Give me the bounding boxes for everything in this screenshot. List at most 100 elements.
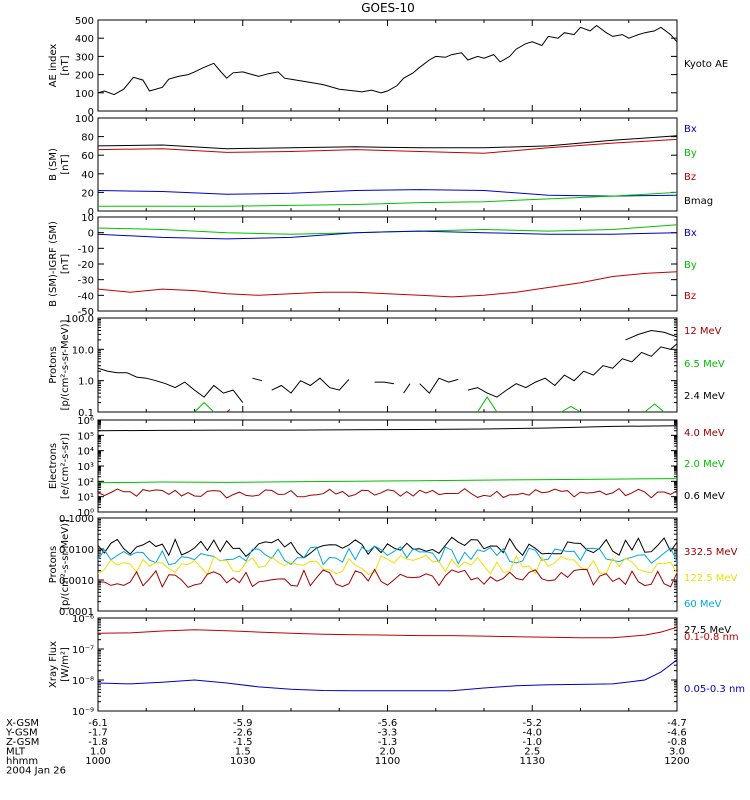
y-axis-label: Electrons: [48, 443, 59, 489]
panel-frame: [97, 317, 678, 413]
y-axis-unit: [W/m²]: [60, 647, 71, 682]
series-2-4-mev: [419, 377, 459, 394]
x-row-value: -5.2: [522, 718, 542, 729]
legend-entry: Bz: [684, 172, 696, 183]
y-tick-label: -10: [78, 244, 94, 255]
y-axis-unit: [nT]: [60, 55, 71, 75]
series-12-mev: [226, 409, 231, 413]
y-axis-label: Protons: [48, 546, 59, 583]
x-row-value: -5.6: [378, 718, 398, 729]
y-tick-label: 20: [81, 188, 94, 199]
series-60-mev: [97, 545, 678, 566]
series-2-4-mev: [467, 343, 678, 398]
y-tick-label: 200: [75, 71, 94, 82]
legend-entry: 122.5 MeV: [684, 573, 738, 584]
y-tick-label: 100: [75, 89, 94, 100]
y-tick-label: 100.0: [65, 314, 94, 325]
y-tick-label: 0: [88, 107, 94, 118]
legend-entry: 12 MeV: [684, 326, 722, 337]
series-6-5-mev: [644, 403, 665, 413]
x-row-value: 3.0: [669, 747, 685, 758]
y-tick-label: 60: [81, 151, 94, 162]
x-row-value: -1.8: [88, 737, 108, 748]
panel-protons_hi_e: 0.0001 0.0010 0.0100 0.1000 Protons [p/(cm²-s…: [48, 514, 738, 636]
y-tick-label: 300: [75, 52, 94, 63]
panel-xray: 10⁻⁹ 10⁻⁸ 10⁻⁷ 10⁻⁶ Xray Flux [W/m²] 0.1-0.8 n…: [48, 614, 745, 718]
x-row-value: 1.0: [90, 747, 106, 758]
x-axis-date: 2004 Jan 26: [6, 766, 66, 777]
y-tick-label: -50: [78, 307, 94, 318]
y-tick-label: 10²: [77, 477, 94, 488]
x-row-value: 1200: [664, 756, 689, 767]
series-0-6-mev: [97, 425, 678, 432]
x-row-label: hhmm: [6, 756, 38, 767]
y-tick-label: 500: [75, 16, 94, 27]
panel-protons_hi: 0.1 1.0 10.0 100.0 Protons [p/(cm²-s-sr-MeV)]…: [48, 314, 725, 419]
y-axis-label: B (SM)-IGRF (SM): [48, 221, 59, 307]
y-tick-label: 0.0100: [59, 545, 94, 556]
x-row-value: -1.7: [88, 728, 108, 739]
panel-frame: [97, 19, 678, 112]
x-row-value: -2.6: [233, 728, 253, 739]
series-2-4-mev: [403, 383, 411, 394]
legend-entry: 2.4 MeV: [684, 391, 725, 402]
x-row-value: -1.5: [233, 737, 253, 748]
series-27-5-mev: [97, 536, 678, 559]
y-tick-label: 10⁻⁸: [72, 676, 94, 687]
y-tick-label: 0.1000: [59, 514, 94, 525]
panel-electrons: 10⁰ 10¹ 10² 10³ 10⁴ 10⁵ 10⁶ Electrons [e/(cm²-s-…: [48, 416, 725, 519]
legend-entry: 332.5 MeV: [684, 547, 738, 558]
legend-entry: 60 MeV: [684, 599, 722, 610]
legend-entry: Bz: [684, 291, 696, 302]
x-row-value: -6.1: [88, 718, 108, 729]
x-row-value: 2.0: [380, 747, 396, 758]
series-bz: [97, 138, 678, 154]
x-row-value: -4.6: [667, 728, 687, 739]
panel-ae: 0 100 200 300 400 500 AE index [nT] Kyoto AE: [48, 16, 728, 118]
panel-frame: [97, 617, 678, 712]
y-tick-label: -40: [78, 291, 94, 302]
y-tick-label: 10⁶: [77, 416, 94, 427]
y-tick-label: 10¹: [77, 493, 94, 504]
y-tick-label: 10⁵: [77, 431, 94, 442]
y-axis-unit: [e/(cm²-s-sr)]: [60, 433, 71, 499]
y-axis-unit: [nT]: [60, 254, 71, 274]
panel-frame: [97, 419, 678, 513]
series-2-4-mev: [252, 377, 263, 382]
y-tick-label: 10⁻⁷: [72, 645, 94, 656]
series-0-1-0-8-nm: [97, 626, 678, 639]
y-tick-label: 80: [81, 133, 94, 144]
series-2-0-mev: [97, 478, 678, 484]
series-bmag: [97, 135, 678, 150]
legend-entry: Kyoto AE: [684, 59, 728, 70]
y-tick-label: -20: [78, 260, 94, 271]
x-row-label: Z-GSM: [6, 737, 39, 748]
series-bx: [97, 189, 678, 197]
y-tick-label: 10⁻⁹: [72, 707, 94, 718]
series-4-0-mev: [97, 487, 678, 499]
y-axis-unit: [p/(cm²-s-sr-MeV)]: [60, 519, 71, 610]
x-row-label: Y-GSM: [5, 728, 38, 739]
x-row-value: -3.3: [378, 728, 398, 739]
series-6-5-mev: [194, 401, 215, 413]
series-2-4-mev: [97, 367, 244, 403]
x-row-value: 1000: [85, 756, 110, 767]
y-tick-label: 10⁴: [77, 447, 94, 458]
figure-title: GOES-10: [361, 1, 415, 15]
series-6-5-mev: [560, 405, 581, 413]
series-332-5-mev: [97, 568, 678, 589]
y-axis-unit: [p/(cm²-s-sr-MeV)]: [60, 319, 71, 410]
y-tick-label: 10⁰: [77, 508, 94, 519]
series-2-4-mev: [374, 381, 394, 385]
x-row-value: -1.0: [522, 737, 542, 748]
series-by: [98, 191, 678, 207]
legend-entry: By: [684, 260, 697, 271]
x-row-label: MLT: [6, 747, 26, 758]
x-row-value: 1130: [520, 756, 545, 767]
panel-dbp: -50 -40 -30 -20 -10 0 10 B (SM)-IGRF (SM) [nT] Bx…: [48, 213, 697, 318]
legend-entry: 0.6 MeV: [684, 491, 725, 502]
x-row-value: 2.5: [524, 747, 540, 758]
x-row-value: -0.8: [667, 737, 687, 748]
y-tick-label: 400: [75, 34, 94, 45]
